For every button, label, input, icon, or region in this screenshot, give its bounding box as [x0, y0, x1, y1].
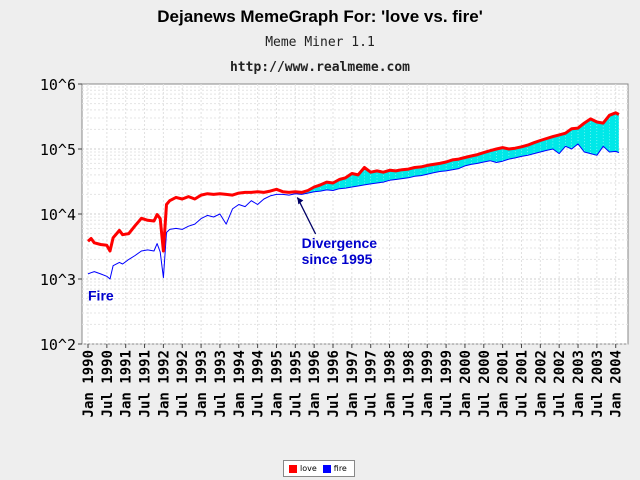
- x-tick-label: Jul 2000: [477, 350, 493, 417]
- x-tick-label: Jan 1992: [156, 350, 172, 417]
- x-tick-label: Jan 2001: [496, 350, 512, 417]
- x-tick-label: Jul 1990: [100, 350, 116, 417]
- x-tick-label: Jan 1993: [194, 350, 210, 417]
- fill-area-love-fire: [295, 112, 619, 195]
- y-tick-label: 10^6: [40, 76, 76, 94]
- x-tick-label: Jan 1995: [269, 350, 285, 417]
- y-tick-label: 10^5: [40, 141, 76, 159]
- series-lines: [86, 111, 620, 280]
- x-tick-label: Jul 1998: [401, 350, 417, 417]
- annotation-text: Fire: [88, 287, 114, 303]
- x-tick-label: Jan 1994: [232, 350, 248, 417]
- legend: love fire: [283, 460, 355, 477]
- x-tick-label: Jul 1992: [175, 350, 191, 417]
- divergence-fill: [295, 112, 620, 195]
- x-tick-label: Jan 1999: [420, 350, 436, 417]
- chart-url: http://www.realmeme.com: [229, 60, 410, 75]
- annotation-text: Divergence: [302, 235, 378, 251]
- legend-swatch-fire: [322, 464, 331, 473]
- x-tick-label: Jul 2002: [552, 350, 568, 417]
- legend-label-love: love: [300, 464, 317, 473]
- x-tick-label: Jan 1997: [345, 350, 361, 417]
- legend-swatch-love: [289, 464, 297, 473]
- y-tick-label: 10^3: [40, 271, 76, 289]
- series-line-love: [86, 111, 620, 253]
- x-tick-label: Jul 2001: [514, 350, 530, 417]
- x-tick-label: Jul 1997: [364, 350, 380, 417]
- legend-entry-fire: fire: [321, 464, 347, 473]
- x-tick-label: Jan 1990: [81, 350, 97, 417]
- chart-title: Dejanews MemeGraph For: 'love vs. fire': [157, 7, 483, 26]
- x-tick-label: Jan 1998: [383, 350, 399, 417]
- x-tick-label: Jul 1995: [288, 350, 304, 417]
- y-tick-label: 10^2: [40, 336, 76, 354]
- y-axis: 10^2 10^3 10^4 10^5 10^6: [40, 76, 82, 354]
- annotation-arrow: [296, 197, 317, 235]
- chart-subtitle: Meme Miner 1.1: [265, 35, 375, 50]
- x-tick-label: Jul 1993: [213, 350, 229, 417]
- annotation-text: since 1995: [302, 251, 373, 267]
- legend-label-fire: fire: [333, 464, 347, 473]
- x-tick-label: Jul 1991: [138, 350, 154, 417]
- legend-entry-love: love: [287, 464, 317, 473]
- x-tick-label: Jan 2003: [571, 350, 587, 417]
- x-tick-label: Jul 2003: [590, 350, 606, 417]
- x-tick-label: Jan 2002: [533, 350, 549, 417]
- grid-lines: [82, 84, 628, 345]
- x-tick-label: Jan 1991: [119, 350, 135, 417]
- x-axis: Jan 1990 Jul 1990 Jan 1991 Jul 1991 Jan 1992…: [81, 344, 625, 417]
- x-tick-label: Jul 1996: [326, 350, 342, 417]
- x-tick-label: Jan 1996: [307, 350, 323, 417]
- x-tick-label: Jan 2004: [609, 350, 625, 417]
- x-tick-label: Jul 1999: [439, 350, 455, 417]
- x-tick-label: Jan 2000: [458, 350, 474, 417]
- series-line-fire: [87, 143, 620, 280]
- x-tick-label: Jul 1994: [251, 350, 267, 417]
- y-tick-label: 10^4: [40, 206, 76, 224]
- annotation-arrowhead: [297, 197, 304, 205]
